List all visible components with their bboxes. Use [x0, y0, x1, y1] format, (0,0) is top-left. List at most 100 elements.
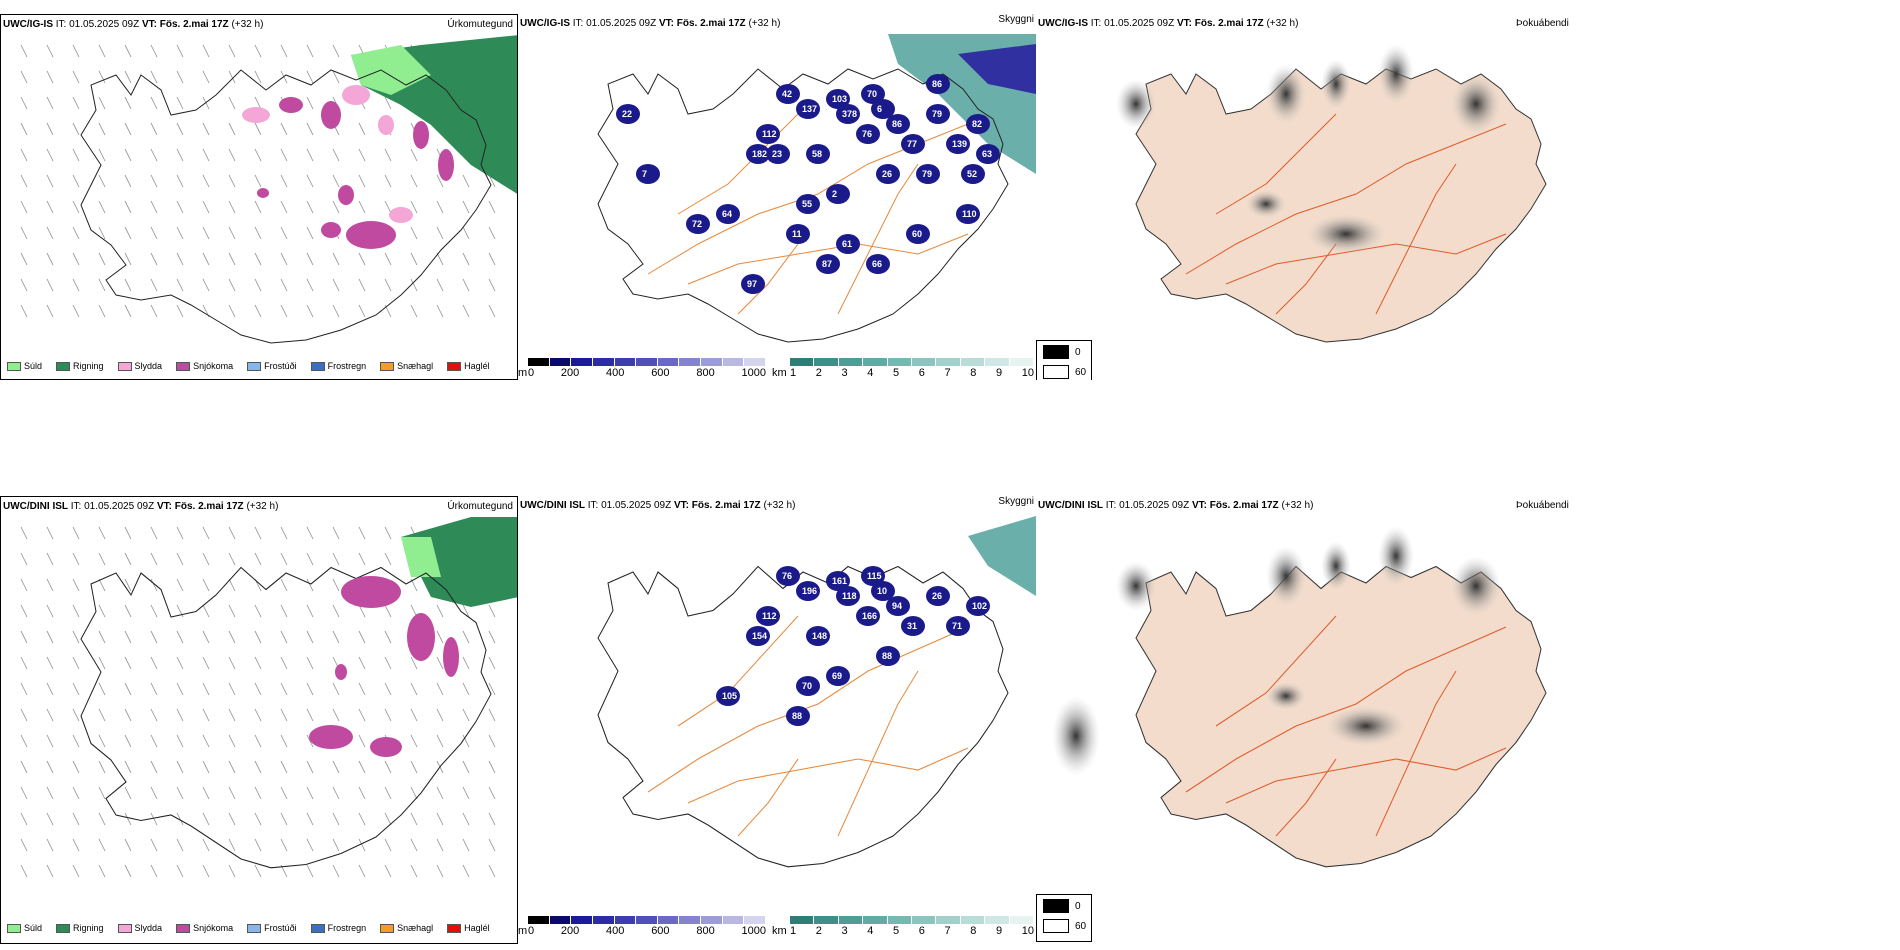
- precip-panel-row2: UWC/DINI ISL IT: 01.05.2025 09Z VT: Fös.…: [0, 496, 518, 944]
- colorbar-tick: 9: [996, 925, 1003, 937]
- cloud-base-label: 22: [622, 109, 632, 119]
- cloud-base-label: 23: [772, 149, 782, 159]
- panel-title: Þokuábendi: [1516, 500, 1569, 511]
- legend-item: Slydda: [117, 923, 162, 933]
- cloud-base-label: 112: [762, 129, 777, 139]
- precip-legend: Súld Rigning Slydda Snjókoma Frostúði Fr…: [7, 923, 500, 933]
- cloud-base-label: 86: [932, 79, 942, 89]
- legend-item: Haglél: [447, 361, 490, 371]
- precip-panel-row1: UWC/IG-IS IT: 01.05.2025 09Z VT: Fös. 2.…: [0, 14, 518, 380]
- precip-legend: Súld Rigning Slydda Snjókoma Frostúði Fr…: [7, 361, 500, 371]
- colorbar-tick: 1: [790, 367, 797, 379]
- fog-map: [1052, 526, 1547, 868]
- cloud-base-label: 7: [642, 169, 647, 179]
- panel-header: UWC/DINI ISL IT: 01.05.2025 09Z VT: Fös.…: [520, 500, 796, 511]
- cloud-base-label: 60: [912, 229, 922, 239]
- fog-legend: 0 60: [1036, 894, 1092, 942]
- fog-panel-row2: UWC/DINI ISL IT: 01.05.2025 09Z VT: Fös.…: [1036, 496, 1900, 944]
- legend-item: Rigning: [56, 923, 104, 933]
- colorbar-tick: 200: [560, 367, 580, 379]
- cloud-base-label: 79: [932, 109, 942, 119]
- cloud-base-label: 63: [982, 149, 992, 159]
- cloud-base-label: 166: [862, 611, 877, 621]
- cloud-base-label: 103: [832, 94, 847, 104]
- cloud-base-label: 26: [932, 591, 942, 601]
- cloud-map: 76 196 161 118 115 10 94 166 31 26 71 102 112 154 148 8…: [597, 516, 1036, 868]
- cloud-base-label: 31: [907, 621, 917, 631]
- cloud-base-label: 69: [832, 671, 842, 681]
- colorbar-tick: 2: [815, 367, 822, 379]
- cloud-base-label: 88: [882, 651, 892, 661]
- colorbar-tick: 800: [696, 925, 715, 937]
- cloud-base-label: 112: [762, 611, 777, 621]
- cloud-base-label: 87: [822, 259, 832, 269]
- colorbar-tick: 7: [944, 925, 951, 937]
- cloud-base-label: 105: [722, 691, 737, 701]
- panel-header: UWC/IG-IS IT: 01.05.2025 09Z VT: Fös. 2.…: [1038, 18, 1299, 29]
- colorbar-tick: 8: [970, 367, 977, 379]
- cloud-base-label: 11: [792, 229, 802, 239]
- colorbar-tick: 4: [867, 367, 874, 379]
- cloud-base-label: 2: [832, 189, 837, 199]
- legend-item: Snjókoma: [176, 923, 233, 933]
- panel-title: Skyggni: [998, 496, 1034, 507]
- colorbar-tick: 6: [918, 925, 925, 937]
- legend-item: Frostregn: [310, 923, 366, 933]
- colorbar-tick: 0: [528, 367, 535, 379]
- cloud-base-label: 76: [782, 571, 792, 581]
- cloud-base-label: 161: [832, 576, 847, 586]
- cloud-base-label: 115: [867, 571, 882, 581]
- colorbar-tick: 3: [841, 367, 848, 379]
- cloud-base-label: 118: [842, 591, 857, 601]
- cloud-base-label: 6: [877, 104, 882, 114]
- cloud-base-label: 82: [972, 119, 982, 129]
- legend-item: Snæhagl: [380, 361, 433, 371]
- cloud-base-label: 10: [877, 586, 887, 596]
- legend-item: Snjókoma: [176, 361, 233, 371]
- colorbar-tick: 5: [893, 367, 900, 379]
- colorbar-tick: 400: [606, 367, 625, 379]
- cloud-base-label: 70: [867, 89, 877, 99]
- cloud-panel-row2: UWC/DINI ISL IT: 01.05.2025 09Z VT: Fös.…: [518, 496, 1036, 944]
- cloud-base-label: 64: [722, 209, 732, 219]
- colorbar-tick: 3: [841, 925, 848, 937]
- legend-item: Frostúði: [247, 923, 297, 933]
- colorbar-tick: 9: [996, 367, 1003, 379]
- colorbar-tick: 8: [970, 925, 977, 937]
- legend-item: Súld: [7, 361, 42, 371]
- cloud-base-label: 70: [802, 681, 812, 691]
- fog-map: [1116, 44, 1547, 343]
- cloud-base-label: 77: [907, 139, 917, 149]
- colorbar-tick: 1: [790, 925, 797, 937]
- cloud-base-label: 52: [967, 169, 977, 179]
- colorbar-tick: 2: [815, 925, 822, 937]
- panel-header: UWC/IG-IS IT: 01.05.2025 09Z VT: Fös. 2.…: [3, 19, 264, 30]
- panel-header: UWC/DINI ISL IT: 01.05.2025 09Z VT: Fös.…: [3, 501, 279, 512]
- precip-map: [20, 517, 517, 878]
- legend-item: Rigning: [56, 361, 104, 371]
- cloud-base-label: 42: [782, 89, 792, 99]
- colorbar-tick: 400: [606, 925, 625, 937]
- legend-item: Frostregn: [310, 361, 366, 371]
- legend-item: Frostúði: [247, 361, 297, 371]
- panel-title: Skyggni: [998, 14, 1034, 25]
- colorbar-tick: 6: [918, 367, 925, 379]
- cloud-base-colorbar: m 0 200 400 600 800 1000: [518, 916, 768, 940]
- cloud-base-label: 58: [812, 149, 822, 159]
- cloud-base-label: 61: [842, 239, 852, 249]
- colorbar-tick: 5: [893, 925, 900, 937]
- cloud-base-label: 110: [962, 209, 977, 219]
- cloud-base-label: 71: [952, 621, 962, 631]
- cloud-base-label: 154: [752, 631, 767, 641]
- legend-item: Slydda: [117, 361, 162, 371]
- fog-panel-row1: UWC/IG-IS IT: 01.05.2025 09Z VT: Fös. 2.…: [1036, 14, 1900, 380]
- cloud-base-label: 182: [752, 149, 767, 159]
- panel-title: Þokuábendi: [1516, 18, 1569, 29]
- colorbar-tick: 0: [528, 925, 535, 937]
- fog-legend: 0 60: [1036, 340, 1092, 380]
- cloud-base-label: 378: [842, 109, 857, 119]
- colorbar-tick: 600: [651, 925, 670, 937]
- cloud-base-label: 79: [922, 169, 932, 179]
- panel-header: UWC/IG-IS IT: 01.05.2025 09Z VT: Fös. 2.…: [520, 18, 781, 29]
- cloud-base-label: 72: [692, 219, 702, 229]
